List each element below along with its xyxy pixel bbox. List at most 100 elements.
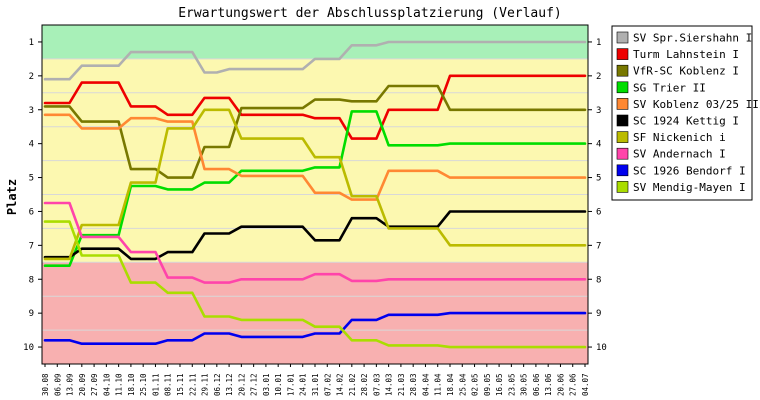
y-tick-label: 9 [596, 309, 601, 319]
legend-label: SV Andernach I [633, 148, 726, 161]
x-tick-label: 30.08 [41, 373, 50, 396]
x-tick-label: 22.11 [188, 373, 197, 396]
x-tick-label: 27.12 [250, 373, 259, 396]
x-tick-label: 14.03 [385, 373, 394, 396]
x-tick-label: 27.06 [569, 373, 578, 396]
x-tick-label: 17.01 [286, 373, 295, 396]
legend-swatch [616, 48, 629, 60]
y-tick-labels-right: 1 2 3 4 5 6 7 8 9 10 [588, 38, 607, 353]
x-tick-label: 28.03 [409, 373, 418, 396]
x-tick-label: 06.09 [53, 373, 62, 396]
series-line-5 [43, 113, 587, 201]
x-tick-label: 14.02 [336, 373, 345, 396]
x-tick-label: 02.05 [471, 373, 480, 396]
x-tick-label: 20.06 [556, 373, 565, 396]
legend-label: VfR-SC Koblenz I [633, 65, 739, 78]
x-tick-label: 03.01 [262, 373, 271, 396]
y-tick-label: 1 [29, 38, 34, 48]
legend: SV Spr.Siershahn I Turm Lahnstein I VfR-SC… [611, 25, 760, 201]
y-tick-label: 2 [29, 72, 34, 82]
x-tick-label: 28.02 [360, 373, 369, 396]
legend-label: SF Nickenich i [633, 131, 726, 144]
x-tick-label: 04.10 [102, 373, 111, 396]
series-lines [43, 40, 587, 349]
x-tick-label: 13.09 [66, 373, 75, 396]
series-line-3 [43, 84, 587, 179]
y-tick-label: 5 [596, 174, 601, 184]
x-tick-label: 11.04 [434, 373, 443, 396]
x-tick-label: 25.10 [139, 373, 148, 396]
y-tick-label: 7 [29, 241, 34, 251]
y-tick-label: 3 [29, 106, 34, 116]
legend-box [611, 25, 753, 201]
y-axis-label: Platz [5, 179, 19, 215]
series-line-1 [43, 40, 587, 81]
x-tick-label: 09.05 [483, 373, 492, 396]
x-tick-label: 07.02 [323, 373, 332, 396]
x-tick-label: 20.09 [78, 373, 87, 396]
y-tick-label: 6 [596, 207, 601, 217]
x-tick-label: 15.11 [176, 373, 185, 396]
x-tick-label: 07.03 [372, 373, 381, 396]
legend-label: SG Trier II [633, 81, 706, 94]
series-line-6 [43, 210, 587, 261]
x-tick-label: 04.07 [581, 373, 590, 396]
x-tick-label: 08.11 [164, 373, 173, 396]
x-tick-label: 18.04 [446, 373, 455, 396]
legend-label: SC 1926 Bendorf I [633, 164, 746, 177]
y-tick-label: 1 [596, 38, 601, 48]
x-tick-label: 21.02 [348, 373, 357, 396]
y-tick-label: 4 [596, 140, 601, 150]
legend-swatch [616, 147, 629, 160]
legend-label: Turm Lahnstein I [633, 48, 739, 61]
x-tick-label: 06.06 [532, 373, 541, 396]
chart-title: Erwartungswert der Abschlussplatzierung … [178, 6, 562, 21]
y-tick-label: 5 [29, 174, 34, 184]
x-tick-label: 29.11 [201, 373, 210, 396]
y-tick-label: 8 [29, 275, 34, 285]
y-tick-labels-left: 1 2 3 4 5 6 7 8 9 10 [23, 38, 42, 353]
x-tick-label: 13.06 [544, 373, 553, 396]
series-line-4 [43, 110, 587, 267]
x-tick-label: 06.12 [213, 373, 222, 396]
series-line-2 [43, 74, 587, 140]
y-tick-label: 10 [23, 343, 34, 353]
x-tick-label: 18.10 [127, 373, 136, 396]
legend-swatch [616, 81, 629, 94]
series-line-9 [43, 311, 587, 345]
legend-label: SV Mendig-Mayen I [633, 181, 746, 194]
gridlines [42, 58, 588, 331]
series-line-8 [43, 201, 587, 284]
series-line-7 [43, 108, 587, 261]
y-tick-label: 4 [29, 140, 34, 150]
x-tick-label: 23.05 [507, 373, 516, 396]
legend-swatch [616, 31, 629, 44]
series-line-10 [43, 220, 587, 349]
x-tick-label: 16.05 [495, 373, 504, 396]
y-tick-label: 3 [596, 106, 601, 116]
legend-swatch [616, 64, 629, 77]
x-tick-label: 04.04 [421, 373, 430, 396]
y-tick-label: 10 [596, 343, 607, 353]
x-tick-label: 21.03 [397, 373, 406, 396]
legend-label: SC 1924 Kettig I [633, 115, 739, 128]
y-tick-label: 9 [29, 309, 34, 319]
legend-label: SV Koblenz 03/25 III [633, 98, 760, 111]
legend-swatch [616, 98, 629, 110]
x-tick-labels: 30.08 06.09 13.09 20.09 27.09 04.10 11.10 18.10… [41, 364, 590, 396]
legend-swatch [616, 114, 629, 127]
legend-label: SV Spr.Siershahn I [633, 32, 752, 45]
x-tick-label: 01.11 [151, 373, 160, 396]
y-tick-label: 8 [596, 275, 601, 285]
x-tick-label: 11.10 [115, 373, 124, 396]
legend-swatch [616, 164, 629, 177]
x-tick-label: 31.01 [311, 373, 320, 396]
y-tick-label: 7 [596, 241, 601, 251]
legend-swatch [616, 181, 629, 193]
x-tick-label: 13.12 [225, 373, 234, 396]
x-tick-label: 25.04 [458, 373, 467, 396]
x-tick-label: 30.05 [520, 373, 529, 396]
x-tick-label: 10.01 [274, 373, 283, 396]
legend-swatch [616, 131, 629, 143]
